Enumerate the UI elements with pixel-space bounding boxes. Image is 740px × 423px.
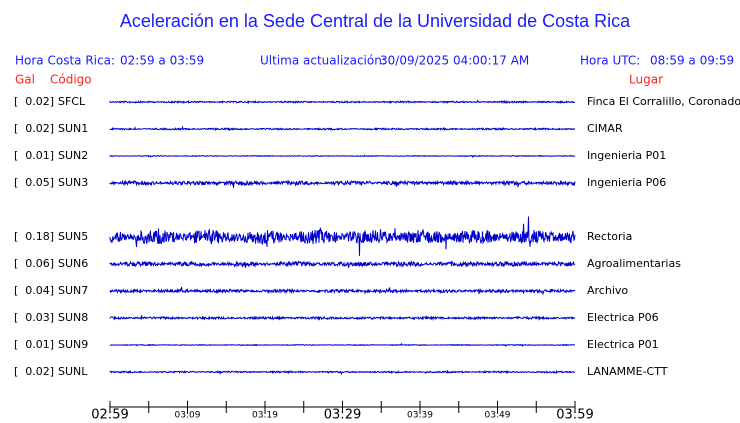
- update-label: Ultima actualización:: [260, 54, 386, 68]
- station-code: SUN1: [58, 122, 88, 135]
- station-code: SUN7: [58, 284, 88, 297]
- time-label: 03:59: [556, 408, 593, 423]
- gal-value: [ 0.04]: [14, 284, 54, 297]
- waveform: [109, 259, 576, 269]
- station-code: SUN8: [58, 311, 88, 324]
- gal-value: [ 0.05]: [14, 176, 54, 189]
- station-code: SUN5: [58, 230, 88, 243]
- utc-label: Hora UTC:: [580, 54, 640, 68]
- station-code: SUN3: [58, 176, 88, 189]
- station-code: SFCL: [58, 95, 86, 108]
- gal-value: [ 0.03]: [14, 311, 54, 324]
- gal-value: [ 0.06]: [14, 257, 54, 270]
- gal-value: [ 0.01]: [14, 149, 54, 162]
- station-place: Agroalimentarias: [587, 257, 681, 270]
- waveform: [109, 286, 576, 296]
- gal-value: [ 0.02]: [14, 365, 54, 378]
- time-label: 03:39: [407, 411, 433, 421]
- time-label: 03:09: [175, 411, 201, 421]
- gal-value: [ 0.18]: [14, 230, 54, 243]
- gal-value: [ 0.02]: [14, 95, 54, 108]
- gal-value: [ 0.01]: [14, 338, 54, 351]
- station-code: SUN6: [58, 257, 88, 270]
- waveform: [109, 154, 576, 159]
- place-header: Lugar: [629, 73, 663, 87]
- station-place: Electrica P06: [587, 311, 659, 324]
- utc-range: 08:59 a 09:59: [650, 54, 734, 68]
- time-label: 02:59: [91, 408, 128, 423]
- local-range: 02:59 a 03:59: [120, 54, 204, 68]
- local-label: Hora Costa Rica:: [15, 54, 115, 68]
- gal-header: Gal: [15, 73, 35, 87]
- waveform: [109, 342, 576, 348]
- waveform: [109, 125, 576, 132]
- title: Aceleración en la Sede Central de la Uni…: [120, 11, 631, 31]
- code-header: Código: [50, 73, 92, 87]
- time-label: 03:49: [485, 411, 511, 421]
- station-place: CIMAR: [587, 122, 623, 135]
- waveform: [109, 179, 576, 188]
- time-label: 03:29: [324, 408, 361, 423]
- station-code: SUN9: [58, 338, 88, 351]
- station-place: Finca El Corralillo, Coronado: [587, 95, 740, 108]
- station-code: SUNL: [58, 365, 88, 378]
- update-value: 30/09/2025 04:00:17 AM: [380, 54, 529, 68]
- station-place: Archivo: [587, 284, 628, 297]
- waveform: [109, 99, 576, 105]
- station-code: SUN2: [58, 149, 88, 162]
- gal-value: [ 0.02]: [14, 122, 54, 135]
- station-place: LANAMME-CTT: [587, 365, 668, 378]
- station-place: Ingenieria P01: [587, 149, 666, 162]
- time-label: 03:19: [252, 411, 278, 421]
- station-place: Rectoria: [587, 230, 632, 243]
- station-place: Ingenieria P06: [587, 176, 666, 189]
- waveform: [109, 369, 576, 376]
- station-place: Electrica P01: [587, 338, 659, 351]
- waveform: [109, 315, 576, 322]
- waveform: [109, 216, 576, 256]
